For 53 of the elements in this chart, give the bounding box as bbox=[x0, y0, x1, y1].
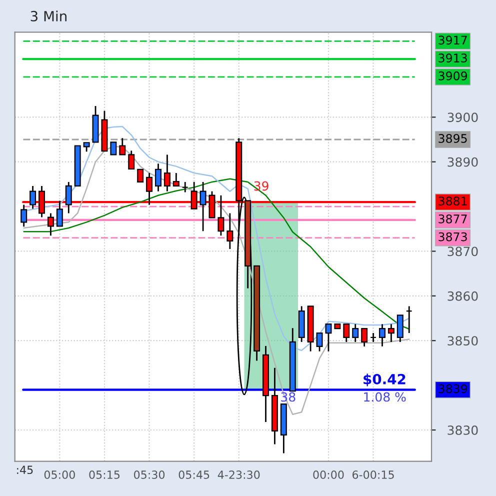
candlestick bbox=[378, 323, 386, 348]
ref-line-label: 3917 bbox=[438, 36, 467, 45]
ref-line-label: 3873 bbox=[438, 232, 467, 242]
ref-line-label: 3839 bbox=[438, 384, 467, 394]
ref-line-label: 3909 bbox=[438, 71, 467, 80]
annotation: $0.42 bbox=[364, 374, 406, 386]
y-tick-label: 3830 bbox=[448, 425, 478, 435]
candlestick bbox=[56, 200, 63, 227]
x-tick-label: 05:00 bbox=[44, 470, 75, 479]
x-tick-label: 4-23:30 bbox=[218, 470, 260, 479]
candlestick bbox=[352, 323, 359, 343]
candlestick bbox=[128, 150, 135, 170]
annotation: 39 bbox=[254, 181, 268, 191]
ref-line-label: 3913 bbox=[438, 54, 467, 62]
candlestick bbox=[406, 306, 412, 334]
candlestick bbox=[30, 185, 36, 210]
candlestick bbox=[137, 168, 144, 183]
candlestick bbox=[182, 181, 188, 193]
candlestick bbox=[361, 328, 368, 348]
ref-line-label: 3877 bbox=[438, 214, 467, 224]
candlestick bbox=[154, 162, 162, 192]
y-tick-label: 3890 bbox=[448, 157, 478, 167]
candlestick bbox=[65, 181, 72, 214]
annotation: 38 bbox=[281, 392, 296, 402]
ref-line-label: 3895 bbox=[438, 134, 467, 143]
ref-line-label: 3881 bbox=[438, 196, 467, 206]
candlestick bbox=[20, 204, 28, 228]
candlestick bbox=[119, 137, 126, 156]
candlestick bbox=[226, 212, 234, 250]
line-series bbox=[23, 146, 410, 415]
x-tick-label: 05:45 bbox=[178, 470, 210, 479]
annotation: 1.08 % bbox=[364, 392, 406, 402]
x-tick-label: 00:00 bbox=[313, 470, 344, 479]
y-tick-label: 3860 bbox=[448, 291, 478, 301]
candlestick bbox=[343, 323, 350, 343]
candlestick bbox=[164, 154, 170, 192]
candlestick bbox=[110, 142, 117, 156]
x-tick-label: 6-00:15 bbox=[352, 470, 394, 479]
y-tick-label: 3900 bbox=[448, 112, 478, 122]
x-tick-label: 05:30 bbox=[134, 470, 165, 479]
y-tick-label: 3850 bbox=[448, 336, 478, 346]
y-tick-label: 3870 bbox=[448, 246, 478, 256]
candlestick bbox=[325, 323, 332, 352]
candlestick bbox=[388, 323, 394, 343]
text: :45 bbox=[17, 466, 33, 474]
candlestick bbox=[316, 332, 323, 352]
x-tick-label: 05:15 bbox=[89, 470, 120, 479]
candlestick bbox=[370, 332, 377, 343]
candlestick bbox=[172, 172, 180, 187]
candlestick bbox=[47, 212, 54, 236]
candlestick bbox=[200, 181, 206, 232]
candlestick bbox=[396, 314, 404, 343]
chart-title: 3 Min bbox=[30, 10, 66, 22]
